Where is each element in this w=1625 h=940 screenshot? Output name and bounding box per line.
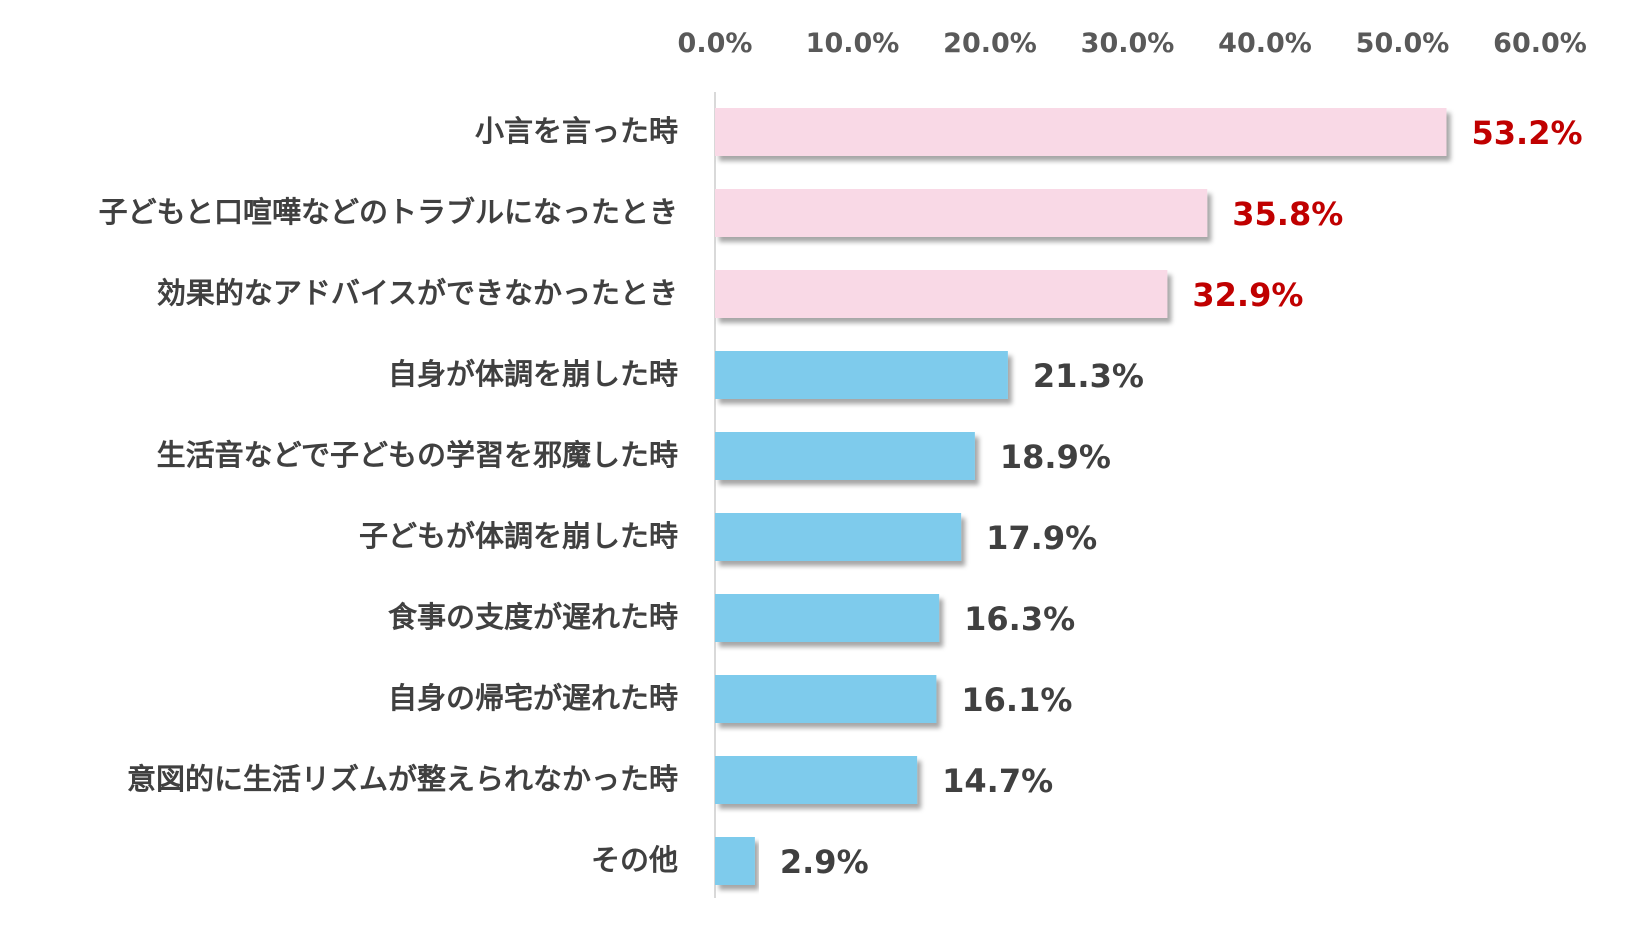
- value-label: 21.3%: [1033, 357, 1144, 395]
- x-tick-label: 30.0%: [1081, 28, 1175, 59]
- category-label: 自身が体調を崩した時: [388, 357, 678, 391]
- bar: [715, 513, 962, 561]
- value-label: 2.9%: [780, 843, 869, 881]
- bar: [715, 270, 1168, 318]
- bar-row: その他 2.9%: [591, 837, 869, 885]
- bar-row: 自身が体調を崩した時 21.3%: [388, 351, 1144, 399]
- bar-row: 子どもと口喧嘩などのトラブルになったとき 35.8%: [99, 189, 1343, 237]
- category-label: 効果的なアドバイスができなかったとき: [157, 276, 678, 310]
- x-tick-label: 60.0%: [1493, 28, 1587, 59]
- x-axis-ticks: 0.0% 10.0% 20.0% 30.0% 40.0% 50.0% 60.0%: [678, 28, 1587, 59]
- category-label: 食事の支度が遅れた時: [388, 600, 678, 634]
- x-tick-label: 20.0%: [943, 28, 1037, 59]
- bar: [715, 108, 1447, 156]
- bar: [715, 351, 1008, 399]
- x-tick-label: 50.0%: [1356, 28, 1450, 59]
- value-label: 16.3%: [964, 600, 1075, 638]
- bar-row: 生活音などで子どもの学習を邪魔した時 18.9%: [157, 432, 1111, 480]
- value-label: 17.9%: [986, 519, 1097, 557]
- value-label: 18.9%: [1000, 438, 1111, 476]
- bar-row: 小言を言った時 53.2%: [475, 108, 1583, 156]
- category-label: 生活音などで子どもの学習を邪魔した時: [157, 438, 678, 472]
- category-label: 子どもと口喧嘩などのトラブルになったとき: [99, 195, 678, 229]
- value-label: 53.2%: [1472, 114, 1583, 152]
- value-label: 14.7%: [942, 762, 1053, 800]
- category-label: 自身の帰宅が遅れた時: [388, 681, 678, 715]
- bar-row: 自身の帰宅が遅れた時 16.1%: [388, 675, 1072, 723]
- bar-row: 効果的なアドバイスができなかったとき 32.9%: [157, 270, 1303, 318]
- category-label: その他: [591, 843, 678, 877]
- bar-row: 子どもが体調を崩した時 17.9%: [359, 513, 1097, 561]
- bar: [715, 837, 755, 885]
- bar-row: 食事の支度が遅れた時 16.3%: [388, 594, 1075, 642]
- category-label: 小言を言った時: [475, 114, 678, 148]
- x-tick-label: 40.0%: [1218, 28, 1312, 59]
- x-tick-label: 10.0%: [806, 28, 900, 59]
- value-label: 35.8%: [1232, 195, 1343, 233]
- value-label: 32.9%: [1192, 276, 1303, 314]
- bar-rows: 小言を言った時 53.2% 子どもと口喧嘩などのトラブルになったとき 35.8% 効果的…: [99, 108, 1583, 885]
- bar-row: 意図的に生活リズムが整えられなかった時 14.7%: [127, 756, 1053, 804]
- x-tick-label: 0.0%: [678, 28, 753, 59]
- value-label: 16.1%: [961, 681, 1072, 719]
- bar: [715, 594, 940, 642]
- bar: [715, 675, 937, 723]
- bar: [715, 756, 918, 804]
- bar: [715, 189, 1208, 237]
- category-label: 意図的に生活リズムが整えられなかった時: [127, 762, 678, 796]
- category-label: 子どもが体調を崩した時: [359, 519, 678, 553]
- bar: [715, 432, 975, 480]
